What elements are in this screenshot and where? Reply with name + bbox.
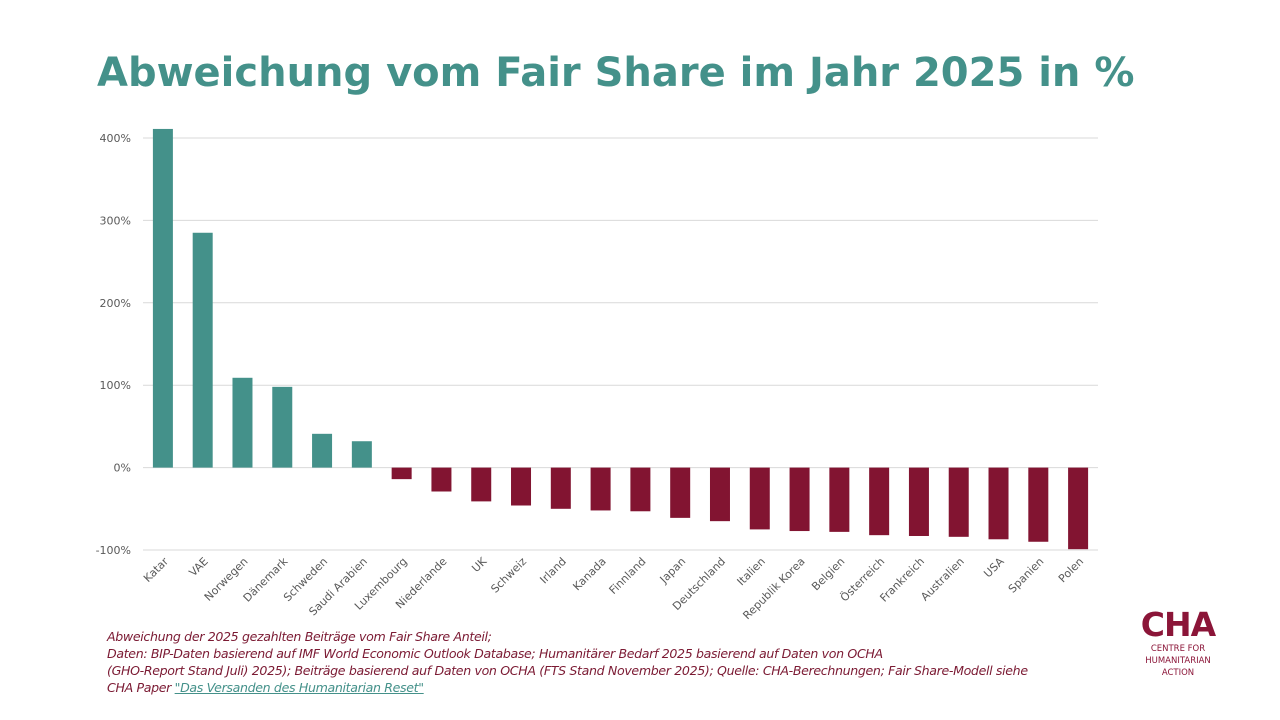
x-tick-label: Spanien [1006,555,1047,596]
bar-italien [749,467,770,530]
bar-irland [550,467,571,509]
y-tick-label: 200% [100,297,131,310]
x-tick-label: USA [981,555,1007,581]
bars [152,128,1089,550]
x-tick-label: Kanada [570,555,608,593]
x-tick-label: Japan [657,555,689,587]
cha-logo: CHA CENTRE FOR HUMANITARIAN ACTION [1128,605,1228,679]
bar-schweden [312,433,333,468]
logo-subtitle-3: ACTION [1161,668,1195,678]
footnote-line-3: (GHO-Report Stand Juli) 2025); Beiträge … [107,663,1028,678]
y-tick-label: 300% [100,214,131,227]
paper-link[interactable]: "Das Versanden des Humanitarian Reset" [174,680,424,695]
x-tick-label: Australien [918,555,967,604]
footnote-line-1: Abweichung der 2025 gezahlten Beiträge v… [107,629,492,644]
x-tick-label: Katar [141,555,171,585]
y-tick-label: 100% [100,379,131,392]
bar-finnland [630,467,651,512]
chart-footnote: Abweichung der 2025 gezahlten Beiträge v… [107,628,1107,696]
y-axis-labels: 400% 300% 200% 100% 0% -100% [96,132,131,557]
bar-katar [152,128,173,468]
x-tick-label: VAE [187,555,211,579]
chart-title: Abweichung vom Fair Share im Jahr 2025 i… [97,50,1135,96]
bar-spanien [1028,467,1049,542]
bar-polen [1068,467,1089,550]
bar-dänemark [272,386,293,468]
bar-belgien [829,467,850,532]
bar-niederlande [431,467,452,492]
x-tick-label: Irland [537,555,568,586]
x-tick-label: Finnland [607,555,649,597]
bar-uk [471,467,492,502]
x-tick-label: UK [469,554,490,575]
bar-australien [948,467,969,537]
bar-frankreich [908,467,929,536]
bar-deutschland [709,467,730,522]
logo-subtitle-1: CENTRE FOR [1150,644,1206,654]
footnote-line-4: CHA Paper "Das Versanden des Humanitaria… [107,679,1107,696]
x-tick-label: Belgien [809,555,847,593]
bar-usa [988,467,1009,540]
gridlines [143,137,1098,551]
bar-österreich [869,467,890,536]
bar-republik-korea [789,467,810,532]
x-tick-label: Schweiz [488,555,529,596]
bar-japan [670,467,691,518]
y-tick-label: -100% [96,544,131,557]
logo-mark: CHA [1140,605,1216,644]
bar-norwegen [232,377,253,468]
bar-saudi-arabien [351,441,372,468]
bar-vae [192,232,213,468]
bar-kanada [590,467,611,511]
bar-luxembourg [391,467,412,480]
footnote-line-2: Daten: BIP-Daten basierend auf IMF World… [107,646,883,661]
y-tick-label: 400% [100,132,131,145]
y-tick-label: 0% [114,462,131,475]
bar-schweiz [511,467,532,506]
x-tick-label: Italien [735,555,768,588]
x-tick-label: Polen [1056,555,1086,585]
footnote-prefix: CHA Paper [107,680,175,695]
logo-subtitle-2: HUMANITARIAN [1145,656,1211,666]
